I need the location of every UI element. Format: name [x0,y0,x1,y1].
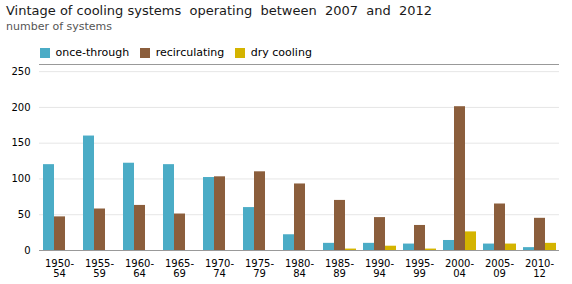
svg-text:200: 200 [11,102,30,113]
html-text:number of systems: number of systems [6,20,112,33]
svg-text:1990-94: 1990-94 [365,258,394,279]
svg-text:1985-89: 1985-89 [325,258,354,279]
svg-text:2000-04: 2000-04 [445,258,474,279]
svg-text:1955-59: 1955-59 [85,258,114,279]
svg-text:1970-74: 1970-74 [205,258,234,279]
svg-text:1960-64: 1960-64 [125,258,154,279]
svg-text:1965-69: 1965-69 [165,258,194,279]
svg-text:100: 100 [11,173,30,184]
html-text:dry cooling: dry cooling [250,46,312,59]
svg-text:250: 250 [11,66,30,77]
svg-text:0: 0 [24,245,30,256]
svg-text:1975-79: 1975-79 [245,258,274,279]
html-text:Vintage of cooling systems ope: Vintage of cooling systems operating bet… [6,3,433,18]
svg-text:50: 50 [18,209,31,220]
html-text:once-through: once-through [55,46,130,59]
svg-text:2010-12: 2010-12 [525,258,554,279]
svg-text:1950-54: 1950-54 [45,258,74,279]
svg-text:2005-09: 2005-09 [485,258,514,279]
svg-text:150: 150 [11,137,30,148]
svg-text:1980-84: 1980-84 [285,258,314,279]
html-text:recirculating: recirculating [155,46,225,59]
svg-text:1995-99: 1995-99 [405,258,434,279]
